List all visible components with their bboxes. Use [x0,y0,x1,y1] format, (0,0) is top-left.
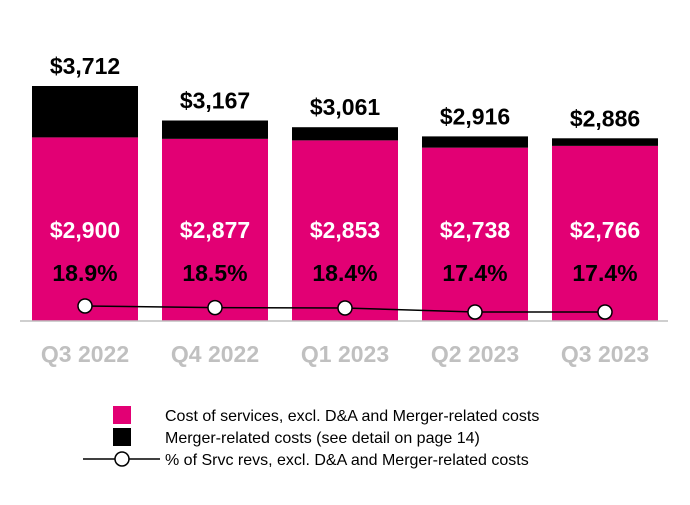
bar-merger-costs [422,136,528,148]
total-label: $3,061 [310,94,381,120]
percent-label: 17.4% [572,260,637,286]
legend-label-cost-of-services: Cost of services, excl. D&A and Merger-r… [165,408,539,425]
bar-cost-of-services [292,140,398,321]
bar-merger-costs [32,86,138,138]
total-label: $2,916 [440,103,510,129]
bar-merger-costs [162,120,268,139]
x-tick-label: Q3 2023 [561,341,649,367]
cost-label: $2,738 [440,217,511,243]
x-tick-label: Q2 2023 [431,341,519,367]
cost-label: $2,877 [180,217,250,243]
bar-cost-of-services [552,145,658,321]
bar-cost-of-services [32,137,138,321]
line-marker [337,300,353,316]
percent-label: 18.5% [182,260,247,286]
legend-line-marker [114,451,130,467]
line-marker [207,299,223,316]
percent-label: 18.9% [52,260,117,286]
bar-cost-of-services [422,147,528,321]
total-label: $3,712 [50,53,120,79]
x-tick-label: Q3 2022 [41,341,129,367]
legend-swatch-merger-costs [113,428,131,446]
bar-merger-costs [292,127,398,141]
bar-merger-costs [552,138,658,146]
line-marker [467,304,483,320]
legend-label-merger-costs: Merger-related costs (see detail on page… [165,430,480,447]
bar-cost-of-services [162,138,268,321]
total-label: $3,167 [180,88,250,114]
total-label: $2,886 [570,105,640,131]
legend-label-percent: % of Srvc revs, excl. D&A and Merger-rel… [165,452,529,469]
percent-label: 18.4% [312,260,377,286]
cost-label: $2,853 [310,217,380,243]
cost-label: $2,766 [570,217,640,243]
percent-label: 17.4% [442,260,507,286]
x-tick-label: Q4 2022 [171,341,259,367]
line-marker [597,304,613,320]
cost-label: $2,900 [50,217,120,243]
line-marker [77,298,93,314]
legend-swatch-cost-of-services [113,406,131,424]
x-tick-label: Q1 2023 [301,341,389,367]
